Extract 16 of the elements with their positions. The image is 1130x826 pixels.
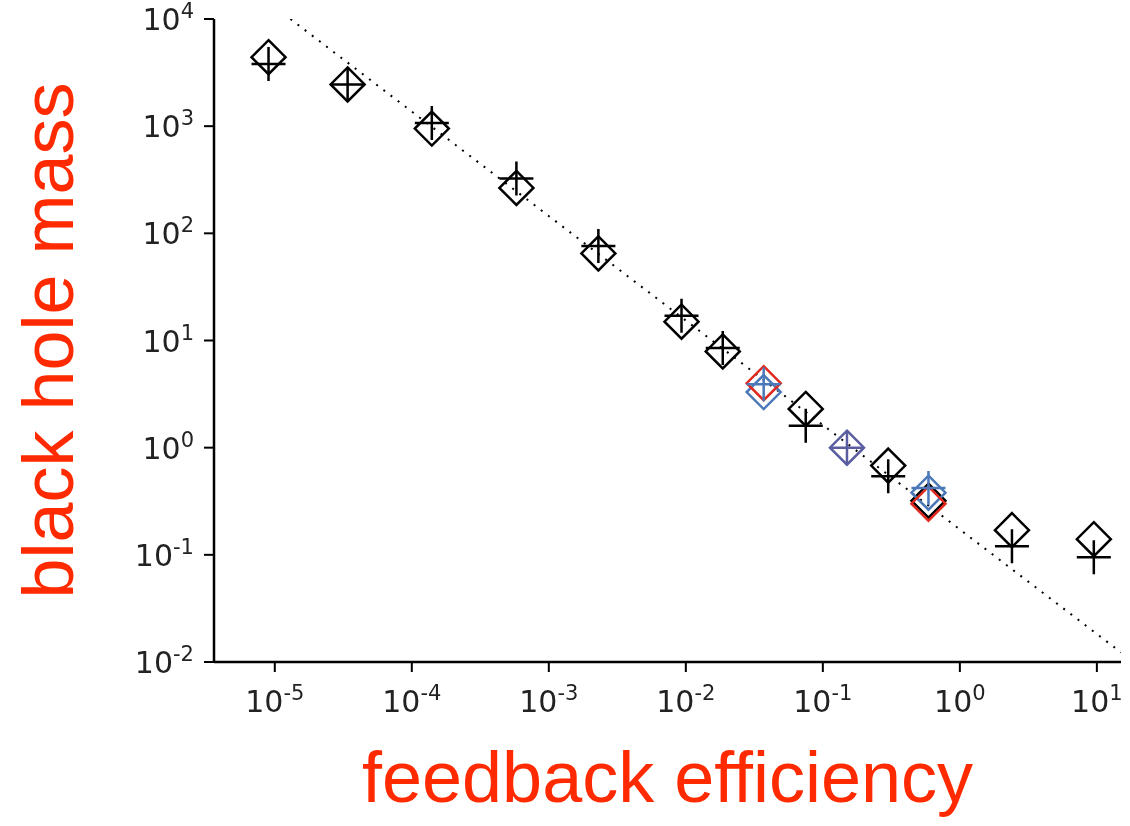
y-tick-label: 10$^{-2}$ (134, 642, 194, 680)
x-tick-label: 10$^{-4}$ (382, 681, 442, 719)
x-tick-label: 10$^{1}$ (1071, 681, 1123, 719)
y-axis-title: black hole mass (8, 82, 88, 599)
y-tick-label: 10$^{4}$ (142, 0, 194, 37)
x-tick-label: 10$^{-2}$ (656, 681, 716, 719)
y-tick-label: 10$^{2}$ (142, 213, 194, 252)
x-tick-label: 10$^{0}$ (934, 681, 986, 719)
x-tick-label: 10$^{-1}$ (793, 681, 853, 719)
y-tick-label: 10$^{3}$ (142, 106, 194, 145)
x-tick-label: 10$^{-3}$ (519, 681, 579, 719)
y-tick-label: 10$^{0}$ (142, 427, 194, 466)
y-tick-label: 10$^{1}$ (142, 320, 194, 359)
x-axis-title: feedback efficiency (361, 737, 974, 817)
x-tick-label: 10$^{-5}$ (245, 681, 305, 719)
y-tick-label: 10$^{-1}$ (134, 534, 194, 573)
